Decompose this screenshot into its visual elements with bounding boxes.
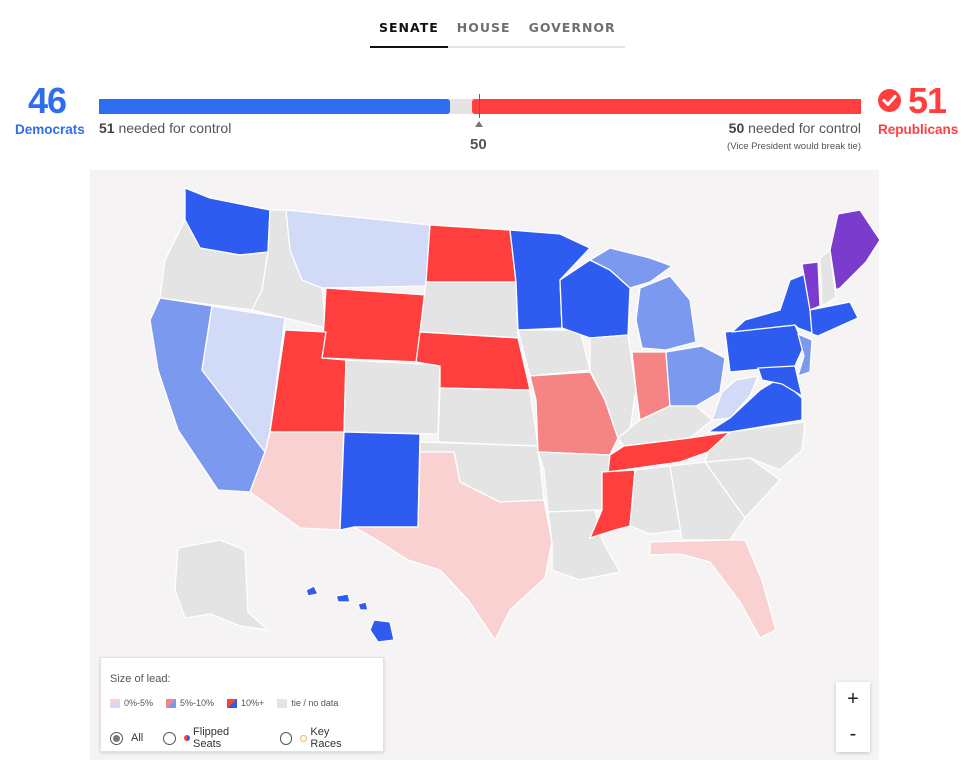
tab-senate[interactable]: SENATE	[370, 14, 448, 48]
legend-item-tie: tie / no data	[277, 698, 338, 708]
state-north-dakota[interactable]	[425, 224, 517, 283]
balance-of-power-bar	[99, 99, 861, 114]
republican-label: Republicans	[878, 122, 959, 137]
vice-president-note: (Vice President would break tie)	[727, 141, 861, 152]
legend-label-10-plus: 10%+	[241, 698, 265, 708]
state-florida[interactable]	[649, 539, 777, 639]
state-kansas[interactable]	[437, 387, 539, 447]
state-georgia[interactable]	[669, 461, 746, 541]
republican-needed-number: 50	[728, 120, 745, 136]
state-michigan[interactable]	[635, 275, 697, 351]
state-alaska[interactable]	[174, 539, 269, 631]
state-montana[interactable]	[285, 209, 431, 289]
state-missouri[interactable]	[529, 371, 619, 456]
filter-flipped-seats[interactable]: Flipped Seats	[163, 726, 259, 750]
state-texas[interactable]	[353, 451, 553, 641]
state-vermont[interactable]	[801, 261, 821, 311]
state-iowa[interactable]	[517, 329, 591, 377]
state-maryland[interactable]	[757, 365, 803, 397]
tab-house[interactable]: HOUSE	[447, 14, 520, 48]
republican-bar-segment	[472, 99, 861, 114]
mid-swatch-icon	[166, 698, 177, 708]
tab-governor[interactable]: GOVERNOR	[519, 14, 625, 48]
filter-key-races-label: Key Races	[310, 726, 342, 750]
race-tabs: SENATE HOUSE GOVERNOR	[370, 14, 625, 48]
control-threshold-number: 50	[470, 136, 487, 153]
republican-needed-text: 50 needed for control	[729, 120, 861, 136]
winner-check-icon	[878, 89, 901, 112]
legend-label-0-5: 0%-5%	[124, 698, 154, 708]
legend-filters: All Flipped Seats Key Races	[110, 726, 383, 750]
tie-swatch-icon	[277, 698, 288, 708]
state-maine[interactable]	[829, 209, 879, 291]
legend-item-5-10: 5%-10%	[166, 698, 214, 708]
flip-icon	[184, 735, 191, 741]
state-massachusetts[interactable]	[809, 301, 859, 337]
state-hawaii[interactable]	[305, 585, 395, 643]
filter-flipped-label: Flipped Seats	[193, 726, 230, 750]
legend-label-tie: tie / no data	[291, 698, 339, 708]
state-alabama[interactable]	[629, 465, 683, 535]
filter-all-label: All	[131, 732, 144, 744]
state-new-jersey[interactable]	[797, 333, 813, 377]
state-michigan-upper[interactable]	[589, 247, 673, 289]
key-race-icon	[300, 734, 308, 742]
zoom-out-button[interactable]: -	[849, 723, 857, 745]
map-legend: Size of lead: 0%-5% 5%-10% 10%+ tie / no…	[100, 657, 384, 752]
state-wyoming[interactable]	[321, 287, 427, 363]
zoom-in-button[interactable]: +	[847, 688, 859, 710]
radio-flipped-seats[interactable]	[163, 731, 177, 745]
zoom-controls: + -	[836, 682, 870, 752]
state-ohio[interactable]	[665, 345, 726, 407]
state-louisiana[interactable]	[547, 509, 621, 581]
state-new-mexico[interactable]	[339, 431, 421, 531]
state-colorado[interactable]	[343, 359, 441, 435]
state-new-hampshire[interactable]	[819, 249, 837, 307]
filter-key-races[interactable]: Key Races	[279, 726, 363, 750]
control-threshold-line	[479, 94, 480, 118]
democrat-label: Democrats	[15, 122, 85, 137]
democrat-needed-label: needed for control	[118, 120, 232, 136]
light-swatch-icon	[110, 698, 120, 708]
democrat-bar-segment	[99, 99, 450, 114]
threshold-marker-icon	[475, 121, 483, 127]
legend-item-0-5: 0%-5%	[110, 698, 153, 708]
republican-seat-count: 51	[908, 80, 947, 121]
democrat-needed-number: 51	[99, 120, 115, 136]
legend-label-5-10: 5%-10%	[180, 698, 215, 708]
legend-title: Size of lead:	[110, 673, 171, 685]
radio-all[interactable]	[110, 731, 123, 745]
state-south-dakota[interactable]	[419, 281, 519, 339]
legend-color-key: 0%-5% 5%-10% 10%+ tie / no data	[110, 698, 351, 708]
legend-item-10-plus: 10%+	[227, 698, 264, 708]
democrat-seat-count: 46	[28, 80, 67, 121]
state-west-virginia[interactable]	[711, 375, 759, 421]
strong-swatch-icon	[227, 698, 238, 708]
democrat-needed-text: 51 needed for control	[99, 120, 231, 136]
radio-key-races[interactable]	[279, 731, 293, 745]
state-arkansas[interactable]	[537, 451, 611, 513]
filter-all[interactable]: All	[110, 731, 144, 745]
republican-needed-label: needed for control	[748, 120, 861, 136]
